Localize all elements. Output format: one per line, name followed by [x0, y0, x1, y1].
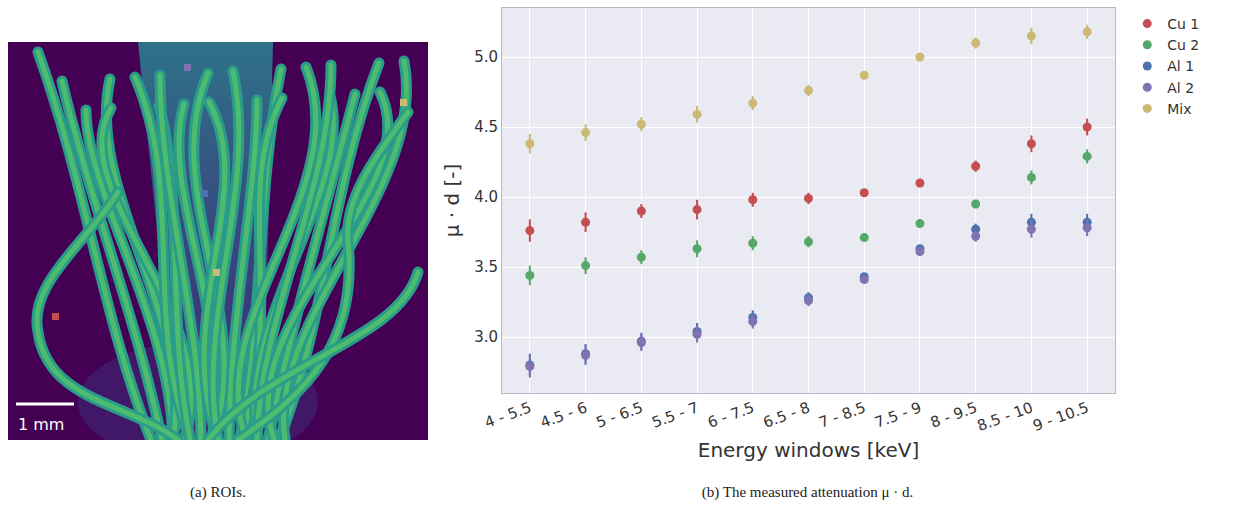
svg-text:5.5 - 7: 5.5 - 7	[649, 398, 701, 431]
svg-text:μ · d [-]: μ · d [-]	[440, 164, 464, 238]
svg-text:7 - 8.5: 7 - 8.5	[817, 398, 869, 431]
svg-text:8 - 9.5: 8 - 9.5	[928, 398, 980, 431]
html-text:(a) ROIs.: (a) ROIs.	[190, 484, 246, 500]
svg-text:Al 2: Al 2	[1167, 80, 1194, 96]
svg-text:9 - 10.5: 9 - 10.5	[1031, 398, 1092, 435]
svg-text:3.0: 3.0	[474, 328, 498, 346]
svg-text:6 - 7.5: 6 - 7.5	[705, 398, 757, 431]
svg-text:4.5 - 6: 4.5 - 6	[538, 398, 590, 431]
svg-text:3.5: 3.5	[474, 258, 498, 276]
svg-text:1 mm: 1 mm	[18, 415, 64, 434]
html-text:(b) The measured attenuation μ: (b) The measured attenuation μ · d.	[701, 484, 914, 500]
svg-text:4.5: 4.5	[474, 118, 498, 136]
svg-text:6.5 - 8: 6.5 - 8	[761, 398, 813, 431]
svg-text:4 - 5.5: 4 - 5.5	[482, 398, 534, 431]
svg-text:Mix: Mix	[1167, 101, 1191, 117]
svg-text:Cu 1: Cu 1	[1167, 16, 1199, 32]
svg-text:4.0: 4.0	[474, 188, 498, 206]
svg-text:7.5 - 9: 7.5 - 9	[872, 398, 924, 431]
svg-text:Cu 2: Cu 2	[1167, 37, 1199, 53]
svg-text:5.0: 5.0	[474, 48, 498, 66]
svg-text:Energy windows [keV]: Energy windows [keV]	[698, 438, 920, 462]
svg-text:5 - 6.5: 5 - 6.5	[594, 398, 646, 431]
svg-text:8.5 - 10: 8.5 - 10	[975, 398, 1036, 435]
svg-text:Al 1: Al 1	[1167, 58, 1194, 74]
